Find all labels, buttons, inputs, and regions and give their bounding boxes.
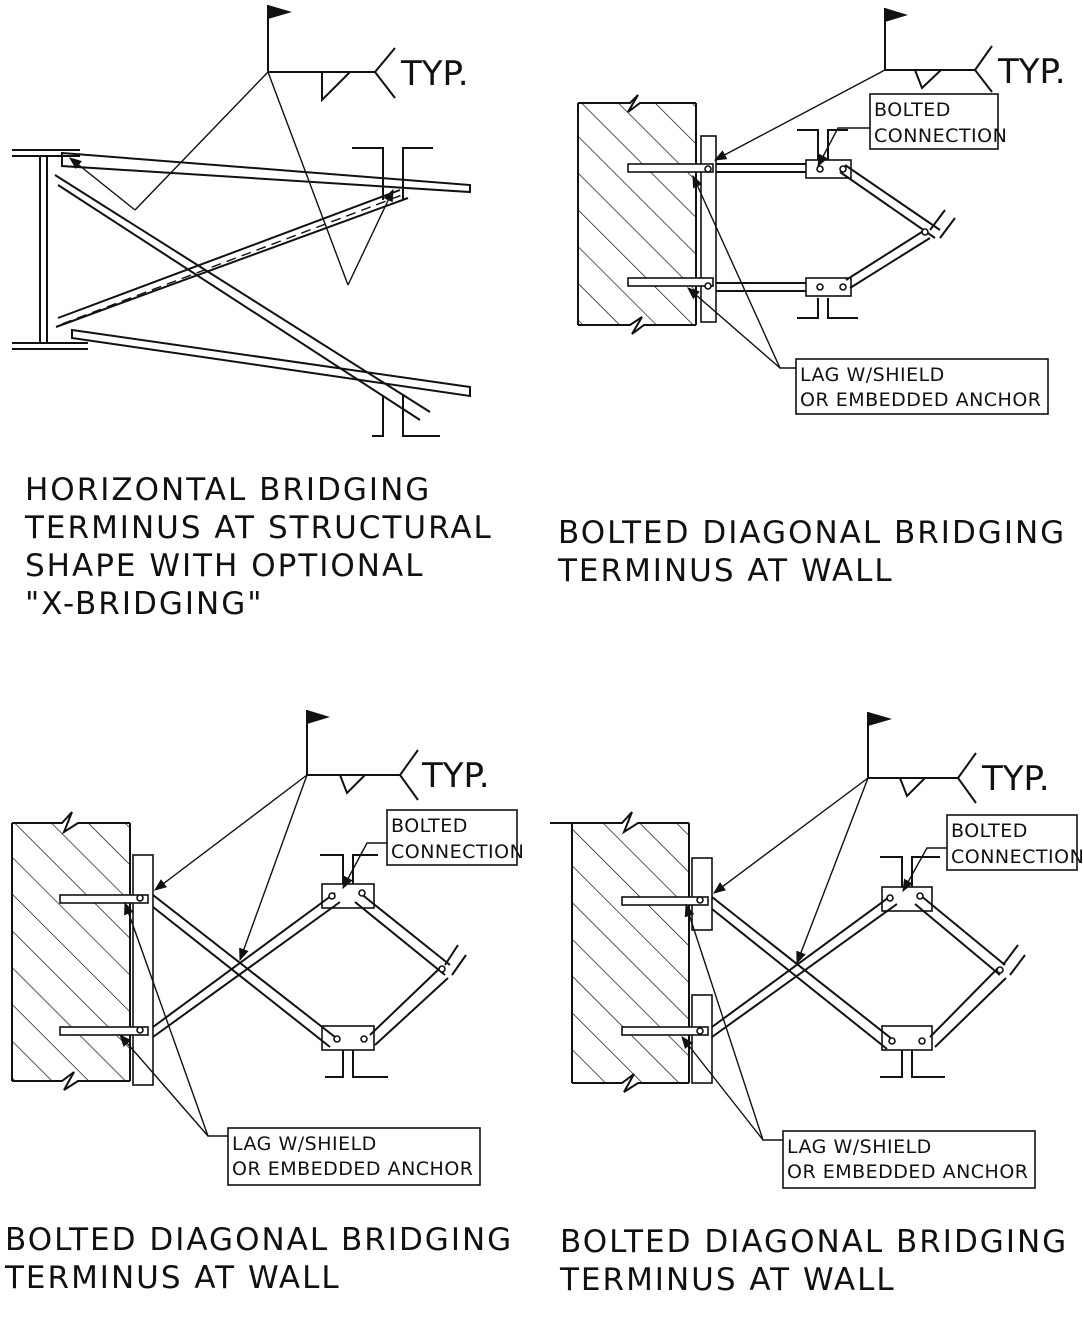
callout-line: LAG W/SHIELD: [787, 1136, 932, 1158]
typ-label: TYP.: [997, 52, 1066, 92]
bridging-members: [704, 163, 956, 292]
panel-horizontal-bridging: TYP.: [12, 5, 493, 622]
horizontal-bridging: [54, 151, 471, 421]
wall-plate: [132, 854, 154, 1086]
typ-label: TYP.: [400, 54, 469, 94]
flag-icon: [868, 712, 892, 726]
weld-symbol: TYP.: [69, 5, 469, 286]
caption-line: "X-BRIDGING": [25, 586, 264, 622]
joist-angles: [797, 129, 858, 319]
anchor-callout: LAG W/SHIELD OR EMBEDDED ANCHOR: [119, 901, 481, 1186]
callout-line: BOLTED: [874, 99, 951, 121]
flag-icon: [268, 5, 292, 19]
bridging-members: [136, 889, 467, 1048]
weld-symbol: TYP.: [712, 712, 1050, 965]
flag-icon: [885, 8, 908, 22]
caption-line: TERMINUS AT WALL: [4, 1260, 341, 1296]
panel-bolted-wall-c: TYP. BOLTED CONNECTION LAG W/SHIELD OR E…: [550, 712, 1083, 1298]
wall-plates: [691, 857, 713, 1084]
typ-label: TYP.: [421, 756, 490, 796]
structural-shape: [12, 149, 88, 350]
panel-bolted-wall-b: TYP. BOLTED CONNECTION LAG W/SHIELD OR E…: [4, 710, 524, 1296]
callout-line: OR EMBEDDED ANCHOR: [800, 389, 1042, 411]
typ-label: TYP.: [981, 759, 1050, 799]
callout-line: OR EMBEDDED ANCHOR: [232, 1158, 474, 1180]
callout-line: CONNECTION: [951, 846, 1083, 868]
flag-icon: [307, 710, 330, 724]
weld-symbol: TYP.: [153, 710, 490, 962]
concrete-wall: [550, 811, 690, 1093]
callout-line: LAG W/SHIELD: [232, 1133, 377, 1155]
bolted-connection-callout: BOLTED CONNECTION: [817, 93, 1007, 168]
callout-line: CONNECTION: [391, 841, 524, 863]
anchor-bolts: [621, 896, 709, 1036]
callout-line: OR EMBEDDED ANCHOR: [787, 1161, 1029, 1183]
caption-line: HORIZONTAL BRIDGING: [25, 472, 431, 508]
callout-line: LAG W/SHIELD: [800, 364, 945, 386]
panel-bolted-wall-a: TYP. BOLTED CONNECTION LAG W/SHIELD OR E…: [557, 8, 1066, 589]
caption-line: BOLTED DIAGONAL BRIDGING: [560, 1224, 1068, 1260]
caption-line: TERMINUS AT WALL: [557, 553, 894, 589]
caption-line: BOLTED DIAGONAL BRIDGING: [5, 1222, 513, 1258]
callout-line: CONNECTION: [874, 125, 1007, 147]
bolted-connection-callout: BOLTED CONNECTION: [902, 814, 1083, 893]
bolted-connection-callout: BOLTED CONNECTION: [342, 809, 524, 890]
anchor-callout: LAG W/SHIELD OR EMBEDDED ANCHOR: [681, 903, 1036, 1189]
anchor-bolts: [627, 163, 714, 287]
caption-line: TERMINUS AT STRUCTURAL: [24, 510, 493, 546]
bridging-members: [696, 892, 1026, 1050]
caption-line: TERMINUS AT WALL: [559, 1262, 896, 1298]
callout-line: BOLTED: [391, 815, 468, 837]
caption-line: BOLTED DIAGONAL BRIDGING: [558, 515, 1066, 551]
concrete-wall: [577, 94, 697, 335]
weld-symbol: TYP.: [713, 8, 1066, 161]
concrete-wall: [11, 811, 131, 1091]
anchor-callout: LAG W/SHIELD OR EMBEDDED ANCHOR: [687, 174, 1049, 415]
caption-line: SHAPE WITH OPTIONAL: [25, 548, 424, 584]
anchor-bolts: [59, 894, 149, 1036]
callout-line: BOLTED: [951, 820, 1028, 842]
wall-plate: [700, 135, 717, 323]
